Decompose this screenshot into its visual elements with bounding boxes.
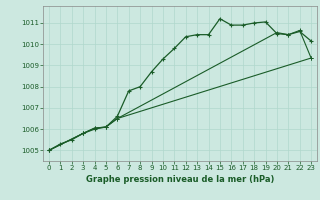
X-axis label: Graphe pression niveau de la mer (hPa): Graphe pression niveau de la mer (hPa) (86, 175, 274, 184)
